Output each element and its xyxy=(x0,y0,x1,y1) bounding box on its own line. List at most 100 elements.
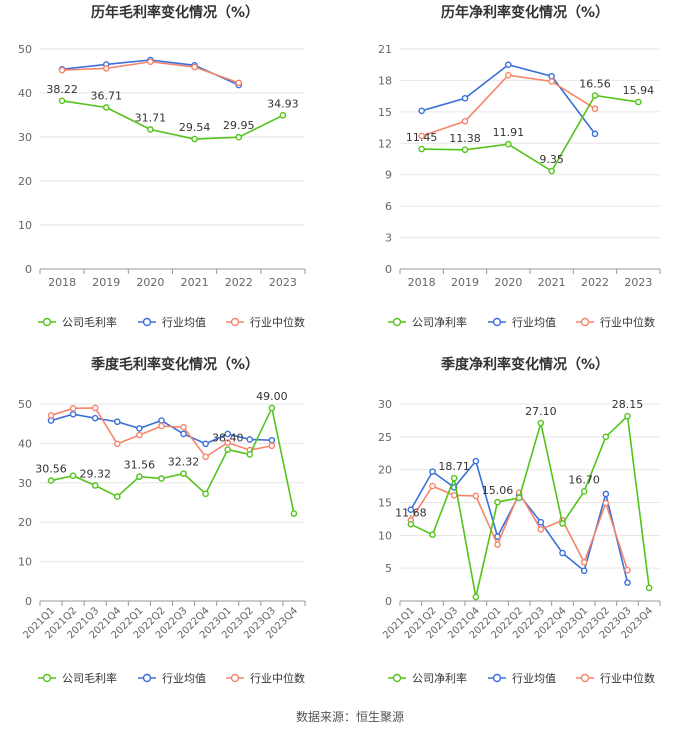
y-tick-label: 21 xyxy=(378,43,392,56)
data-point-company xyxy=(505,140,512,148)
data-point-avg xyxy=(418,107,425,115)
legend-label: 公司毛利率 xyxy=(62,671,117,685)
y-tick-label: 10 xyxy=(18,219,32,232)
annual-gross-margin-chart: 历年毛利率变化情况（%） 0 10 20 30 40 50 2018 2019 2020 2021 2… xyxy=(18,4,306,329)
legend-label: 行业均值 xyxy=(512,316,556,329)
y-tick-label: 0 xyxy=(25,595,32,608)
data-label: 11.45 xyxy=(406,131,438,144)
legend-marker xyxy=(580,317,590,327)
data-point-company xyxy=(624,412,631,420)
x-tick-label: 2022 xyxy=(225,276,253,289)
data-point-company xyxy=(515,494,523,502)
legend-item-company: 公司毛利率 xyxy=(38,671,117,685)
data-point-company xyxy=(102,104,110,111)
annual-net-margin-chart: 历年净利率变化情况（%） 0 3 6 9 12 15 18 21 2018 2019 2020 2021… xyxy=(378,4,661,329)
legend-item-median: 行业中位数 xyxy=(576,315,655,329)
quarterly-net-margin-chart: 季度净利率变化情况（%）0510152025302021Q12021Q22021… xyxy=(378,356,661,685)
x-tick-label: 2018 xyxy=(48,276,76,289)
series-line-company xyxy=(421,94,639,173)
data-point-company xyxy=(461,146,469,154)
x-tick-label: 2018 xyxy=(408,276,436,289)
data-point-company xyxy=(136,473,143,480)
data-point-median xyxy=(418,132,425,140)
data-point-median xyxy=(450,491,458,499)
legend-item-median: 行业中位数 xyxy=(576,671,655,685)
data-point-company xyxy=(591,92,599,99)
data-point-avg xyxy=(91,414,99,422)
legend-item-company: 公司净利率 xyxy=(388,671,467,685)
data-point-median xyxy=(102,65,110,72)
series-line-company xyxy=(61,100,284,140)
data-point-company xyxy=(559,520,566,527)
data-point-avg xyxy=(624,579,631,586)
legend-marker xyxy=(580,673,590,683)
y-tick-label: 15 xyxy=(378,497,392,510)
data-label: 11.91 xyxy=(493,126,525,139)
data-point-company xyxy=(235,133,243,141)
legend-item-company: 公司净利率 xyxy=(388,315,467,329)
data-point-company xyxy=(147,126,154,133)
legend-marker xyxy=(230,317,240,327)
data-point-median xyxy=(91,404,99,412)
data-point-avg xyxy=(548,72,555,80)
y-tick-label: 9 xyxy=(385,169,392,182)
data-point-median xyxy=(268,442,276,450)
data-point-avg xyxy=(407,506,415,514)
data-label: 34.93 xyxy=(267,97,299,110)
data-source-footer: 数据来源：恒生聚源 xyxy=(295,710,404,724)
chart-panel-annual-gross: 历年毛利率变化情况（%） 0 10 20 30 40 50 2018 2019 2020 2021 2… xyxy=(0,0,350,352)
series-line-company xyxy=(410,414,650,598)
chart-title: 历年毛利率变化情况（%） xyxy=(91,4,259,21)
x-tick-label: 2020 xyxy=(494,276,522,289)
y-tick-label: 15 xyxy=(378,106,392,119)
x-tick-label: 2020 xyxy=(136,276,164,289)
data-point-avg xyxy=(246,436,254,443)
x-tick-label: 2022 xyxy=(581,276,609,289)
x-tick-label: 2019 xyxy=(92,276,120,289)
data-point-company xyxy=(602,433,610,441)
data-point-company xyxy=(91,482,99,489)
y-tick-label: 5 xyxy=(385,562,392,575)
y-tick-label: 10 xyxy=(378,529,392,542)
legend-marker xyxy=(392,673,402,683)
data-point-median xyxy=(461,117,469,125)
data-point-median xyxy=(136,431,143,439)
data-point-median xyxy=(591,105,599,113)
y-tick-label: 6 xyxy=(385,200,392,213)
data-point-avg xyxy=(559,549,566,557)
legend-marker xyxy=(392,317,402,327)
data-label: 38.40 xyxy=(212,432,244,445)
data-point-company xyxy=(580,488,588,495)
data-label: 31.71 xyxy=(135,111,167,124)
data-point-median xyxy=(202,453,209,461)
legend-item-avg: 行业均值 xyxy=(488,316,556,329)
data-point-company xyxy=(202,490,209,498)
y-tick-label: 40 xyxy=(18,437,32,450)
data-label: 38.22 xyxy=(46,83,78,96)
chart-title: 历年净利率变化情况（%） xyxy=(441,4,609,21)
chart-panel-quarterly-net: 季度净利率变化情况（%） 0 5 10 15 20 25 30 2021Q1 2021Q2 2021… xyxy=(350,352,700,704)
data-label: 27.10 xyxy=(525,405,557,418)
x-tick-label: 2021 xyxy=(538,276,566,289)
legend-marker xyxy=(42,673,52,683)
data-label: 9.35 xyxy=(539,153,564,166)
data-point-company xyxy=(548,167,555,175)
data-point-avg xyxy=(158,417,165,424)
data-point-median xyxy=(472,492,480,500)
data-point-company xyxy=(537,419,545,427)
data-label: 15.06 xyxy=(482,484,514,497)
data-point-median xyxy=(69,405,77,412)
data-label: 29.95 xyxy=(223,119,255,132)
data-label: 18.71 xyxy=(438,460,470,473)
data-label: 29.54 xyxy=(179,121,211,134)
chart-panel-quarterly-gross: 季度毛利率变化情况（%） 0 10 20 30 40 50 2021Q1 2021Q2 2021Q… xyxy=(0,352,350,704)
y-tick-label: 12 xyxy=(378,137,392,150)
x-tick-label: 2023 xyxy=(624,276,652,289)
data-label: 32.32 xyxy=(168,456,200,469)
legend-label: 公司净利率 xyxy=(412,671,467,685)
legend-marker xyxy=(142,673,152,683)
legend-label: 行业均值 xyxy=(162,316,206,329)
y-tick-label: 30 xyxy=(18,477,32,490)
data-point-avg xyxy=(537,518,545,526)
data-label: 11.68 xyxy=(395,506,427,519)
